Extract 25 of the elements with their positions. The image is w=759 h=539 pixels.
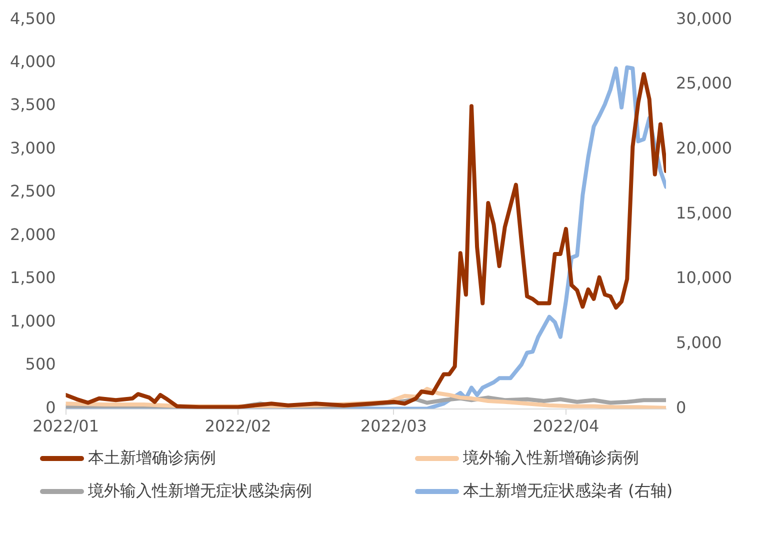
x-tick-label: 2022/03 [360,416,427,436]
y-tick-label: 4,000 [10,52,56,71]
legend-label: 境外输入性新增确诊病例 [463,448,639,469]
y2-tick-label: 30,000 [676,8,732,28]
legend-label: 本土新增无症状感染者 (右轴) [463,481,673,502]
x-tick-label: 2022/02 [204,416,272,436]
y-tick-label: 4,500 [10,8,56,28]
y-tick-label: 0 [46,398,56,417]
x-tick-label: 2022/01 [32,416,100,436]
y2-tick-label: 5,000 [676,333,722,352]
legend-label: 境外输入性新增无症状感染病例 [88,481,312,502]
y-tick-label: 1,000 [10,311,56,330]
y2-tick-label: 20,000 [676,138,732,158]
y2-tick-label: 25,000 [676,74,732,93]
y-tick-label: 1,500 [10,268,56,288]
y-tick-label: 3,500 [10,95,56,114]
y-tick-label: 3,000 [10,138,56,158]
y-tick-label: 2,500 [10,182,56,201]
y2-tick-label: 10,000 [676,268,732,288]
y-tick-label: 2,000 [10,224,56,244]
x-tick-label: 2022/04 [532,416,600,436]
legend-label: 本土新增确诊病例 [88,448,216,469]
y-tick-label: 500 [25,354,56,374]
y2-tick-label: 15,000 [676,203,732,222]
y2-tick-label: 0 [676,398,686,417]
